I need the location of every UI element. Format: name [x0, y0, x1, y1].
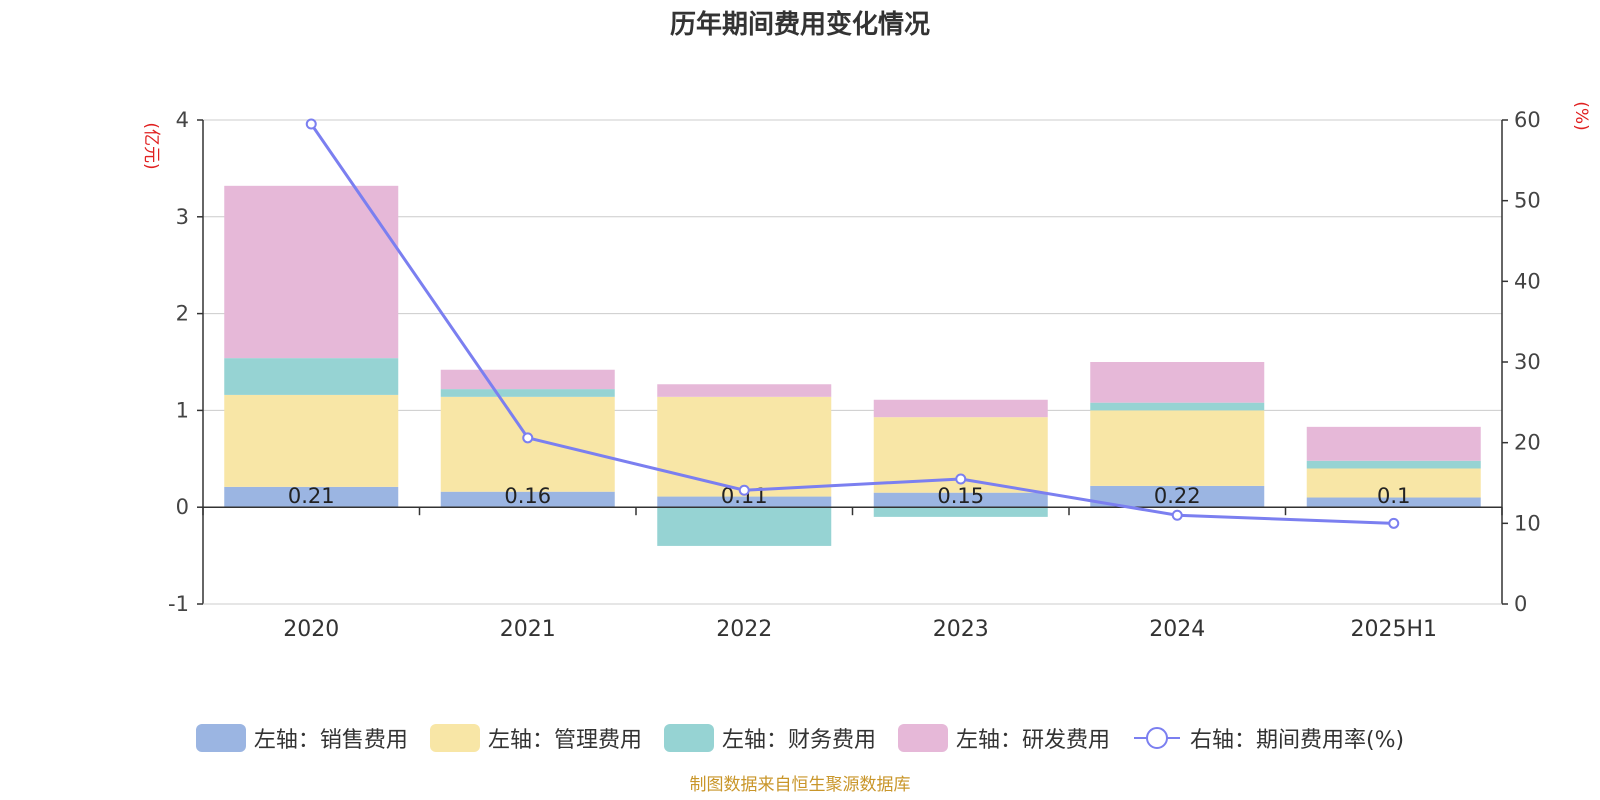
bar-admin-2021 — [440, 396, 615, 492]
bar-sales-2020 — [224, 486, 399, 508]
x-axis-tick-label: 2022 — [716, 617, 772, 642]
x-axis-tick-label: 2020 — [283, 617, 339, 642]
rate-point-2023 — [955, 473, 967, 485]
right-axis-tick-label: 40 — [1514, 269, 1541, 293]
legend-label: 左轴：财务费用 — [721, 728, 876, 753]
left-axis-tick-label: 2 — [176, 302, 189, 326]
right-axis-tick-label: 50 — [1514, 189, 1541, 213]
right-axis-tick-label: 20 — [1514, 431, 1541, 455]
x-axis-tick-label: 2021 — [500, 617, 556, 642]
data-label-sales: 0.16 — [504, 484, 551, 508]
bar-finance-2021 — [440, 389, 615, 397]
legend-swatch — [429, 724, 480, 752]
legend-swatch — [195, 724, 246, 752]
left-axis-tick-label: 4 — [176, 108, 189, 132]
x-axis-tick-label: 2023 — [933, 617, 989, 642]
bar-sales-2023 — [873, 492, 1048, 508]
rate-line — [310, 123, 1394, 525]
chart-canvas: -1 0 1 2 3 4 (亿元) 0 10 20 30 40 50 60 (%) 2020 2021 2022 2… — [141, 101, 1591, 642]
bar-rnd-2025H1 — [1306, 426, 1481, 461]
rate-point-2025H1 — [1388, 517, 1400, 529]
legend-item-finance[interactable]: 左轴：财务费用 — [663, 722, 876, 754]
bar-finance-2025H1 — [1306, 460, 1481, 469]
legend-label: 左轴：管理费用 — [487, 728, 642, 753]
left-axis-tick-label: -1 — [168, 592, 189, 616]
bar-admin-2025H1 — [1306, 468, 1481, 498]
bar-finance-2022 — [657, 507, 832, 546]
legend-item-sales[interactable]: 左轴：销售费用 — [195, 722, 408, 754]
bar-finance-2023 — [873, 507, 1048, 517]
bar-admin-2024 — [1090, 410, 1265, 486]
bar-sales-2024 — [1090, 485, 1265, 508]
chart-title: 历年期间费用变化情况 — [669, 10, 930, 40]
bar-rnd-2021 — [440, 369, 615, 390]
legend-swatch — [897, 724, 948, 752]
left-axis-tick-label: 3 — [176, 205, 189, 229]
bar-sales-2025H1 — [1306, 497, 1481, 508]
rate-point-2020 — [305, 118, 317, 130]
bar-rnd-2024 — [1090, 362, 1265, 403]
rate-point-2024 — [1171, 509, 1183, 521]
bar-rnd-2022 — [657, 384, 832, 397]
bar-finance-2020 — [224, 358, 399, 395]
right-axis-label: (%) — [1571, 101, 1591, 130]
x-axis-tick-label: 2024 — [1149, 617, 1205, 642]
data-label-sales: 0.15 — [937, 484, 984, 508]
legend-item-rnd[interactable]: 左轴：研发费用 — [897, 722, 1110, 754]
right-axis-tick-label: 30 — [1514, 350, 1541, 374]
data-label-sales: 0.22 — [1154, 484, 1201, 508]
legend-item-rate_line[interactable]: 右轴：期间费用率(%) — [1132, 722, 1404, 754]
data-label-sales: 0.21 — [288, 484, 335, 508]
legend-item-admin[interactable]: 左轴：管理费用 — [429, 722, 642, 754]
bar-admin-2020 — [224, 394, 399, 487]
left-axis-tick-label: 0 — [176, 495, 189, 519]
chart-legend: 左轴：销售费用 左轴：管理费用 左轴：财务费用 左轴：研发费用 右轴：期间费用率(%) — [0, 718, 1600, 758]
source-note: 制图数据来自恒生聚源数据库 — [689, 775, 911, 795]
rate-point-2022 — [738, 484, 750, 496]
bar-sales-2022 — [657, 496, 832, 508]
legend-label: 左轴：研发费用 — [955, 728, 1110, 753]
bar-rnd-2020 — [224, 185, 399, 359]
legend-line-marker — [1133, 727, 1180, 749]
bar-sales-2021 — [440, 491, 615, 508]
legend-swatch — [663, 724, 714, 752]
bar-finance-2024 — [1090, 402, 1265, 411]
left-axis-tick-label: 1 — [176, 398, 189, 422]
left-axis-label: (亿元) — [141, 122, 161, 169]
legend-label: 右轴：期间费用率(%) — [1189, 728, 1405, 753]
x-axis-tick-label: 2025H1 — [1350, 617, 1437, 642]
bar-rnd-2023 — [873, 399, 1048, 418]
right-axis-tick-label: 60 — [1514, 108, 1541, 132]
data-label-sales: 0.1 — [1377, 484, 1410, 508]
bar-admin-2022 — [657, 396, 832, 497]
rate-point-2021 — [522, 432, 534, 444]
right-axis-tick-label: 10 — [1514, 511, 1541, 535]
right-axis-tick-label: 0 — [1514, 592, 1527, 616]
legend-label: 左轴：销售费用 — [253, 728, 408, 753]
